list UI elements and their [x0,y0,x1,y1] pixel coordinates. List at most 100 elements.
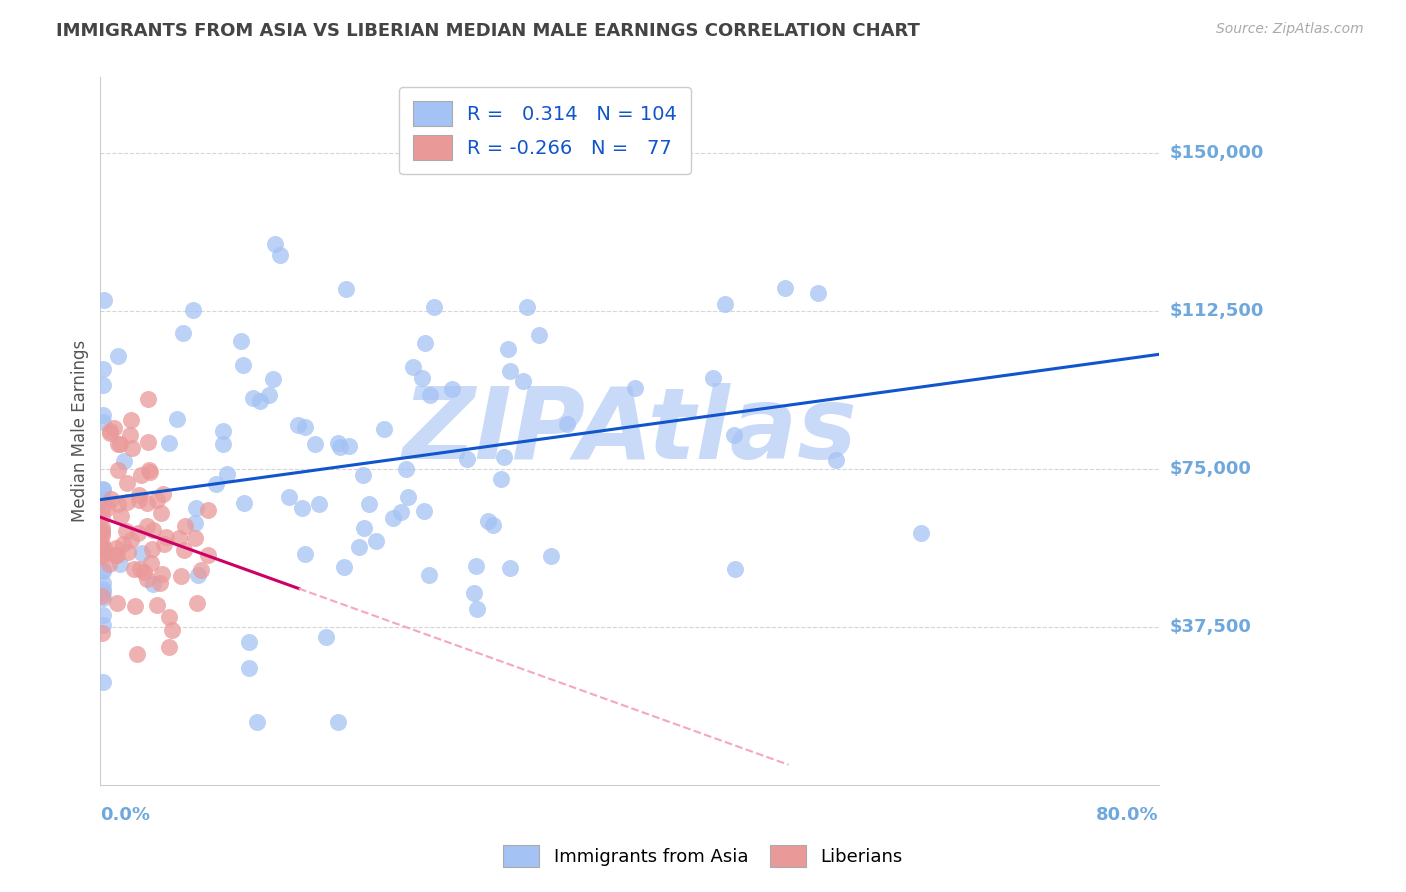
Point [141,542,163,557]
Point [90,528,112,542]
Point [434,120,457,135]
Point [477,514,499,528]
Point [489,472,512,486]
Point [105,541,128,556]
Point [108,436,131,450]
Point [136,496,159,510]
Point [440,383,463,397]
Point [110,509,132,524]
Point [155,530,177,544]
Point [146,492,169,507]
Point [91,591,114,605]
Y-axis label: Median Male Earnings: Median Male Earnings [72,340,89,523]
Point [205,476,228,491]
Point [157,609,180,624]
Point [335,283,357,297]
Text: ZIPAtlas: ZIPAtlas [402,383,858,480]
Point [120,533,142,547]
Point [389,504,412,518]
Point [91,361,114,376]
Point [232,358,254,372]
Point [246,714,269,729]
Point [115,524,138,538]
Point [304,437,326,451]
Point [238,661,260,675]
Point [128,488,150,502]
Text: 80.0%: 80.0% [1097,806,1159,824]
Point [315,630,337,644]
Text: $37,500: $37,500 [1170,618,1251,636]
Point [91,416,114,430]
Point [97,557,120,571]
Point [291,501,314,516]
Point [807,286,830,301]
Point [184,531,207,545]
Point [197,502,219,516]
Point [108,557,131,571]
Point [90,540,112,554]
Point [499,561,522,575]
Point [107,463,129,477]
Point [773,281,796,295]
Text: $75,000: $75,000 [1170,460,1251,478]
Point [90,525,112,540]
Point [555,417,578,431]
Point [129,562,152,576]
Point [131,546,153,560]
Point [136,519,159,533]
Point [90,502,112,516]
Point [238,634,260,648]
Point [212,424,235,438]
Point [91,541,114,556]
Point [128,492,150,507]
Text: 0.0%: 0.0% [100,806,150,824]
Point [149,576,172,591]
Point [104,548,127,562]
Point [170,569,193,583]
Point [107,349,129,363]
Point [117,495,139,509]
Point [411,370,433,384]
Point [121,441,143,455]
Point [257,387,280,401]
Point [702,371,724,385]
Point [190,563,212,577]
Point [294,419,316,434]
Point [215,467,238,482]
Point [136,572,159,586]
Point [422,300,444,314]
Point [167,531,190,545]
Point [824,453,846,467]
Point [269,248,291,262]
Point [91,674,114,689]
Point [308,497,330,511]
Point [98,424,121,438]
Point [91,582,114,596]
Point [129,468,152,483]
Point [94,542,117,557]
Point [496,342,519,356]
Point [516,301,538,315]
Text: $150,000: $150,000 [1170,145,1264,162]
Point [145,598,167,612]
Point [115,475,138,490]
Point [105,548,128,562]
Point [418,567,440,582]
Text: $112,500: $112,500 [1170,302,1264,320]
Point [166,412,188,426]
Point [136,435,159,450]
Point [211,437,233,451]
Point [263,237,285,252]
Point [120,428,142,442]
Point [134,565,156,579]
Point [91,562,114,576]
Point [90,549,112,563]
Point [91,576,114,591]
Point [91,564,114,578]
Point [124,599,146,613]
Point [127,647,149,661]
Point [142,523,165,537]
Point [160,623,183,637]
Point [332,560,354,574]
Point [91,618,114,632]
